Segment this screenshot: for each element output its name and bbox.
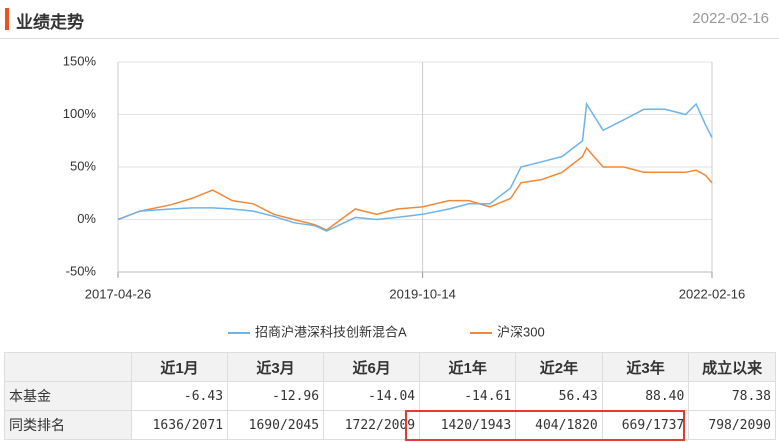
table-row: 本基金 -6.43 -12.96 -14.04 -14.61 56.43 88.40 78.3… [4, 381, 776, 411]
column-header: 近2年 [515, 352, 603, 382]
chart: -50% 0% 50% 100% 150% 2017-04-26 2019-10-14 202… [63, 53, 746, 339]
date: 2022-02-16 [692, 10, 769, 27]
cell: 1722/2009 [323, 410, 421, 440]
cell: 1636/2071 [130, 410, 229, 440]
y-tick-label: 100% [63, 106, 97, 121]
accent-bar [5, 8, 9, 30]
y-tick-label: 150% [63, 53, 97, 68]
cell: 669/1737 [601, 410, 690, 440]
x-tick-label: 2017-04-26 [85, 286, 152, 301]
y-tick-label: 50% [70, 158, 96, 173]
x-tick-label: 2022-02-16 [679, 286, 746, 301]
column-header: 近1年 [419, 352, 517, 382]
column-header: 成立以来 [688, 352, 776, 382]
cell: -6.43 [130, 381, 229, 411]
legend-label: 沪深300 [497, 324, 545, 339]
performance-table: 近1月 近3月 近6月 近1年 近2年 近3年 成立以来 本基金 -6.43 -12.96 -14… [4, 352, 776, 440]
cell: 1690/2045 [227, 410, 325, 440]
series-line [117, 101, 713, 232]
cell: -12.96 [227, 381, 325, 411]
legend-label: 招商沪港深科技创新混合A [255, 324, 407, 339]
y-tick-label: -50% [66, 263, 97, 278]
cell: 78.38 [688, 381, 776, 411]
series-line [117, 146, 713, 231]
highlight-box [405, 410, 685, 441]
header: 业绩走势 2022-02-16 [0, 0, 779, 39]
table-row: 同类排名 1636/2071 1690/2045 1722/2009 1420/1943… [4, 410, 776, 440]
cell: 798/2090 [688, 410, 776, 440]
column-header: 近3年 [601, 352, 690, 382]
title: 业绩走势 [16, 13, 84, 32]
cell: -14.61 [419, 381, 517, 411]
cell: -14.04 [323, 381, 421, 411]
y-tick-label: 0% [77, 211, 96, 226]
column-header: 近3月 [227, 352, 325, 382]
column-header: 近1月 [130, 352, 229, 382]
x-tick-label: 2019-10-14 [389, 286, 456, 301]
corner [4, 352, 132, 382]
cell: 88.40 [601, 381, 690, 411]
row-label: 本基金 [4, 381, 132, 411]
cell: 56.43 [515, 381, 603, 411]
column-header: 近6月 [323, 352, 421, 382]
row-label: 同类排名 [4, 410, 132, 440]
